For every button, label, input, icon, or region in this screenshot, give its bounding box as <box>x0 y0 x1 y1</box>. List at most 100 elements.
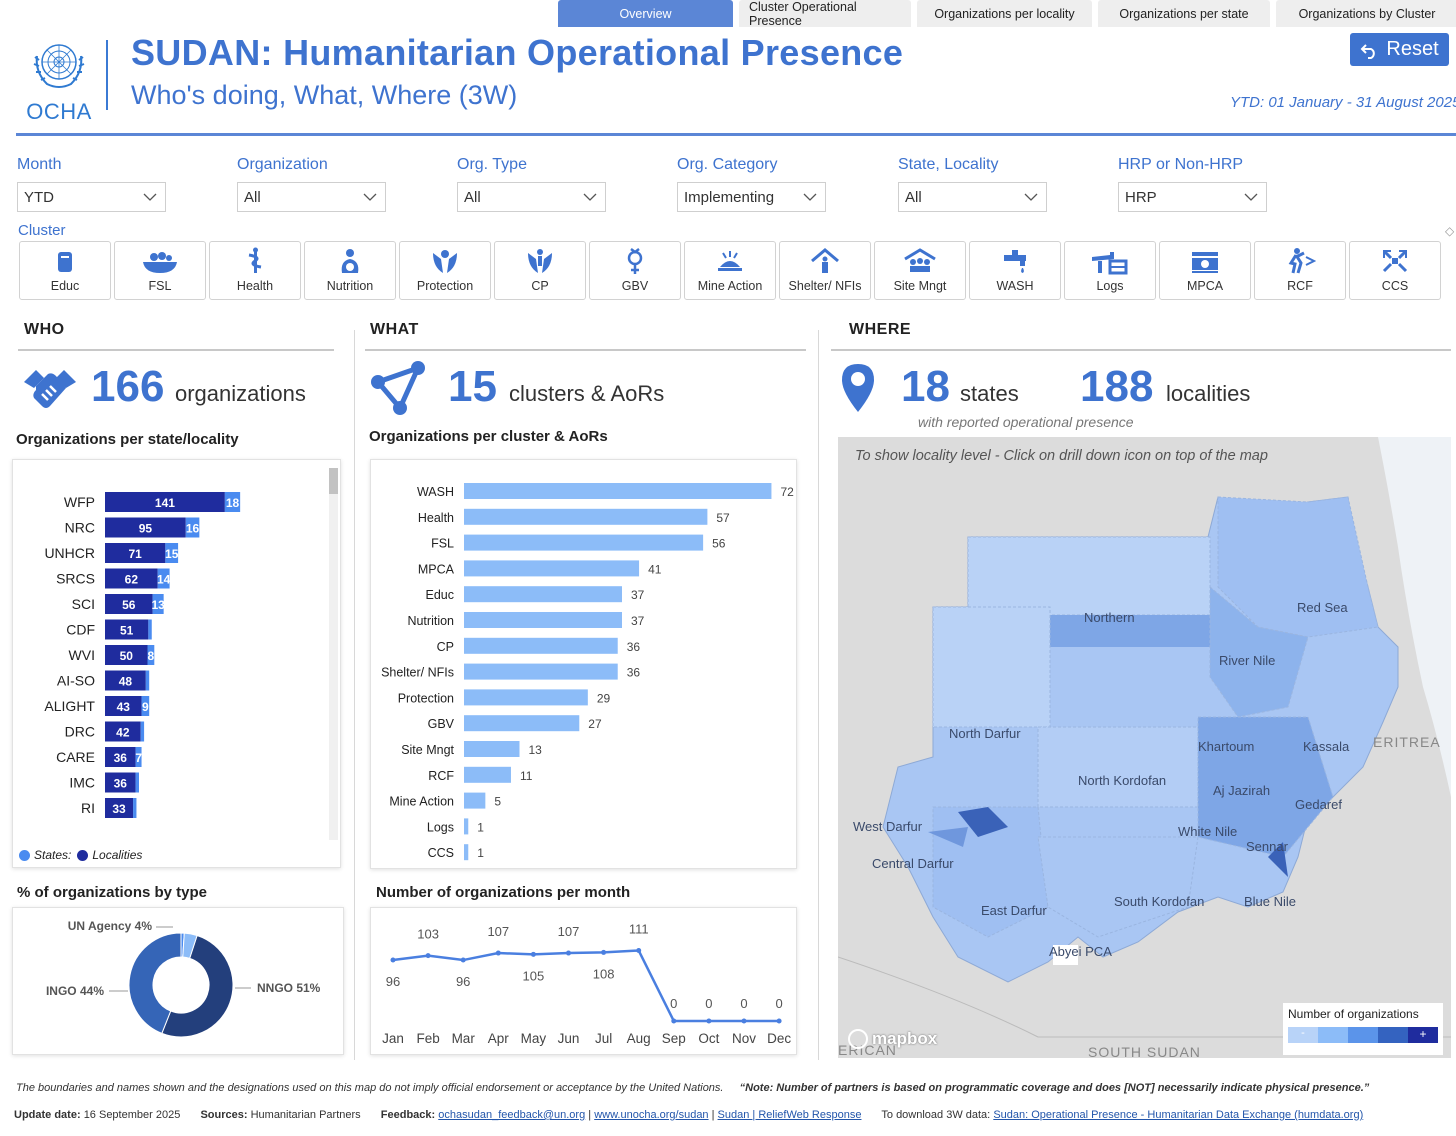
month-value: 96 <box>386 974 400 989</box>
cluster-health-button[interactable]: Health <box>209 241 301 300</box>
header-rule <box>16 133 1456 136</box>
org-label: NRC <box>65 520 95 536</box>
hdx-download-link[interactable]: Sudan: Operational Presence - Humanitari… <box>993 1109 1364 1121</box>
red-sea-state[interactable] <box>1217 496 1379 638</box>
presence-note: with reported operational presence <box>918 414 1134 430</box>
org-per-cluster-title: Organizations per cluster & AoRs <box>369 428 608 445</box>
filter-organization: Organization All <box>237 156 386 212</box>
ocha-logo-text: OCHA <box>26 99 92 124</box>
localities-value: 141 <box>155 496 175 510</box>
reset-label: Reset <box>1386 38 1439 60</box>
north-kordofan-state[interactable] <box>1037 726 1199 808</box>
filter-month-select[interactable]: YTD <box>17 182 166 212</box>
sudan-choropleth-map <box>838 437 1451 1038</box>
filter-org-type-select[interactable]: All <box>457 182 606 212</box>
scrollbar-track[interactable] <box>329 468 338 840</box>
map-label: Northern <box>1084 610 1135 625</box>
month-point <box>495 950 501 956</box>
northern-state-south[interactable] <box>1050 615 1210 647</box>
org-per-month-card: 96 Jan 103 Feb 96 Mar 107 Apr 105 May 107 Jun 108 Jul… <box>370 907 797 1055</box>
tab-organizations-by-cluster[interactable]: Organizations by Cluster <box>1276 0 1456 27</box>
tab-overview[interactable]: Overview <box>558 0 733 27</box>
unocha-link[interactable]: www.unocha.org/sudan <box>594 1109 709 1121</box>
localities-value: 43 <box>117 700 131 714</box>
cluster-ccs-button[interactable]: CCS <box>1349 241 1441 300</box>
river-nile-state[interactable] <box>1209 585 1309 718</box>
cluster-shelter-nfis-button[interactable]: Shelter/ NFIs <box>779 241 871 300</box>
org-per-month-title: Number of organizations per month <box>376 884 631 901</box>
cluster-educ-button[interactable]: Educ <box>19 241 111 300</box>
northern-state[interactable] <box>967 536 1211 616</box>
localities-bar <box>105 772 136 793</box>
tab-organizations-per-locality[interactable]: Organizations per locality <box>917 0 1092 27</box>
locality-west[interactable] <box>928 827 968 847</box>
scrollbar-thumb[interactable] <box>329 468 338 494</box>
month-point <box>706 1018 712 1024</box>
org-label: DRC <box>65 724 95 740</box>
cluster-bar <box>464 844 469 861</box>
cluster-label-text: Protection <box>416 279 474 293</box>
cluster-nutrition-button[interactable]: Nutrition <box>304 241 396 300</box>
south-kordofan-state[interactable] <box>1037 836 1199 938</box>
top-tabs: Overview Cluster Operational Presence Or… <box>558 0 1456 28</box>
legend-step <box>1348 1027 1378 1043</box>
filter-hrp-select[interactable]: HRP <box>1118 182 1267 212</box>
cluster-label: Logs <box>427 820 454 834</box>
food-bowl-icon <box>143 252 177 273</box>
cluster-count-label: clusters & AoRs <box>509 381 665 406</box>
clear-selection-icon[interactable]: ◇ <box>1445 224 1455 238</box>
north-darfur-state[interactable] <box>932 606 1051 728</box>
cluster-label-text: CP <box>531 279 549 293</box>
cluster-gbv-button[interactable]: GBV <box>589 241 681 300</box>
cluster-mine-action-button[interactable]: Mine Action <box>684 241 776 300</box>
protection-icon <box>433 250 457 273</box>
map-label: Central Darfur <box>872 856 954 871</box>
cluster-fsl-button[interactable]: FSL <box>114 241 206 300</box>
cluster-protection-button[interactable]: Protection <box>399 241 491 300</box>
tab-cluster-operational-presence[interactable]: Cluster Operational Presence <box>739 0 911 28</box>
month-value: 107 <box>558 924 580 939</box>
cluster-value: 72 <box>780 485 794 499</box>
filter-organization-select[interactable]: All <box>237 182 386 212</box>
localities-bar <box>105 517 186 538</box>
filter-org-category-select[interactable]: Implementing <box>677 182 826 212</box>
localities-value: 51 <box>120 624 134 638</box>
filter-state-locality: State, Locality All <box>898 156 1047 212</box>
partners-note: “Note: Number of partners is based on pr… <box>739 1082 1370 1094</box>
localities-bar <box>105 747 136 767</box>
cash-icon <box>1192 252 1218 273</box>
localities-value: 95 <box>139 522 153 536</box>
states-value: 7 <box>135 751 142 765</box>
hotspot-blue-nile[interactable] <box>1268 842 1288 877</box>
localities-value: 36 <box>114 751 128 765</box>
where-heading: WHERE <box>849 321 912 338</box>
localities-value: 62 <box>125 573 139 587</box>
feedback-email-link[interactable]: ochasudan_feedback@un.org <box>438 1109 586 1121</box>
localities-value: 56 <box>122 598 136 612</box>
cluster-mpca-button[interactable]: MPCA <box>1159 241 1251 300</box>
map-label: West Darfur <box>853 819 923 834</box>
reset-button[interactable]: Reset <box>1350 33 1449 66</box>
reliefweb-link[interactable]: Sudan | ReliefWeb Response <box>717 1109 862 1121</box>
hotspot-west-darfur[interactable] <box>958 807 1008 837</box>
tab-organizations-per-state[interactable]: Organizations per state <box>1098 0 1270 27</box>
org-label: SRCS <box>56 571 95 587</box>
central-states[interactable] <box>1197 716 1334 858</box>
cluster-site-mngt-button[interactable]: Site Mngt <box>874 241 966 300</box>
feedback-label: Feedback: <box>380 1109 436 1121</box>
states-bar <box>141 696 150 716</box>
states-value: 16 <box>186 522 200 536</box>
chevron-down-icon <box>803 193 817 201</box>
sources-value: Humanitarian Partners <box>250 1109 361 1121</box>
cluster-cp-button[interactable]: CP <box>494 241 586 300</box>
legend-max: + <box>1408 1027 1438 1043</box>
map[interactable]: Northern Red Sea River Nile North Darfur… <box>838 437 1451 1058</box>
month-point <box>390 957 396 963</box>
cluster-wash-button[interactable]: WASH <box>969 241 1061 300</box>
cluster-logs-button[interactable]: Logs <box>1064 241 1156 300</box>
cluster-value: 1 <box>477 846 484 860</box>
cluster-label-text: CCS <box>1381 279 1409 293</box>
abyei-area[interactable] <box>1053 945 1078 965</box>
filter-state-locality-select[interactable]: All <box>898 182 1047 212</box>
cluster-rcf-button[interactable]: RCF <box>1254 241 1346 300</box>
